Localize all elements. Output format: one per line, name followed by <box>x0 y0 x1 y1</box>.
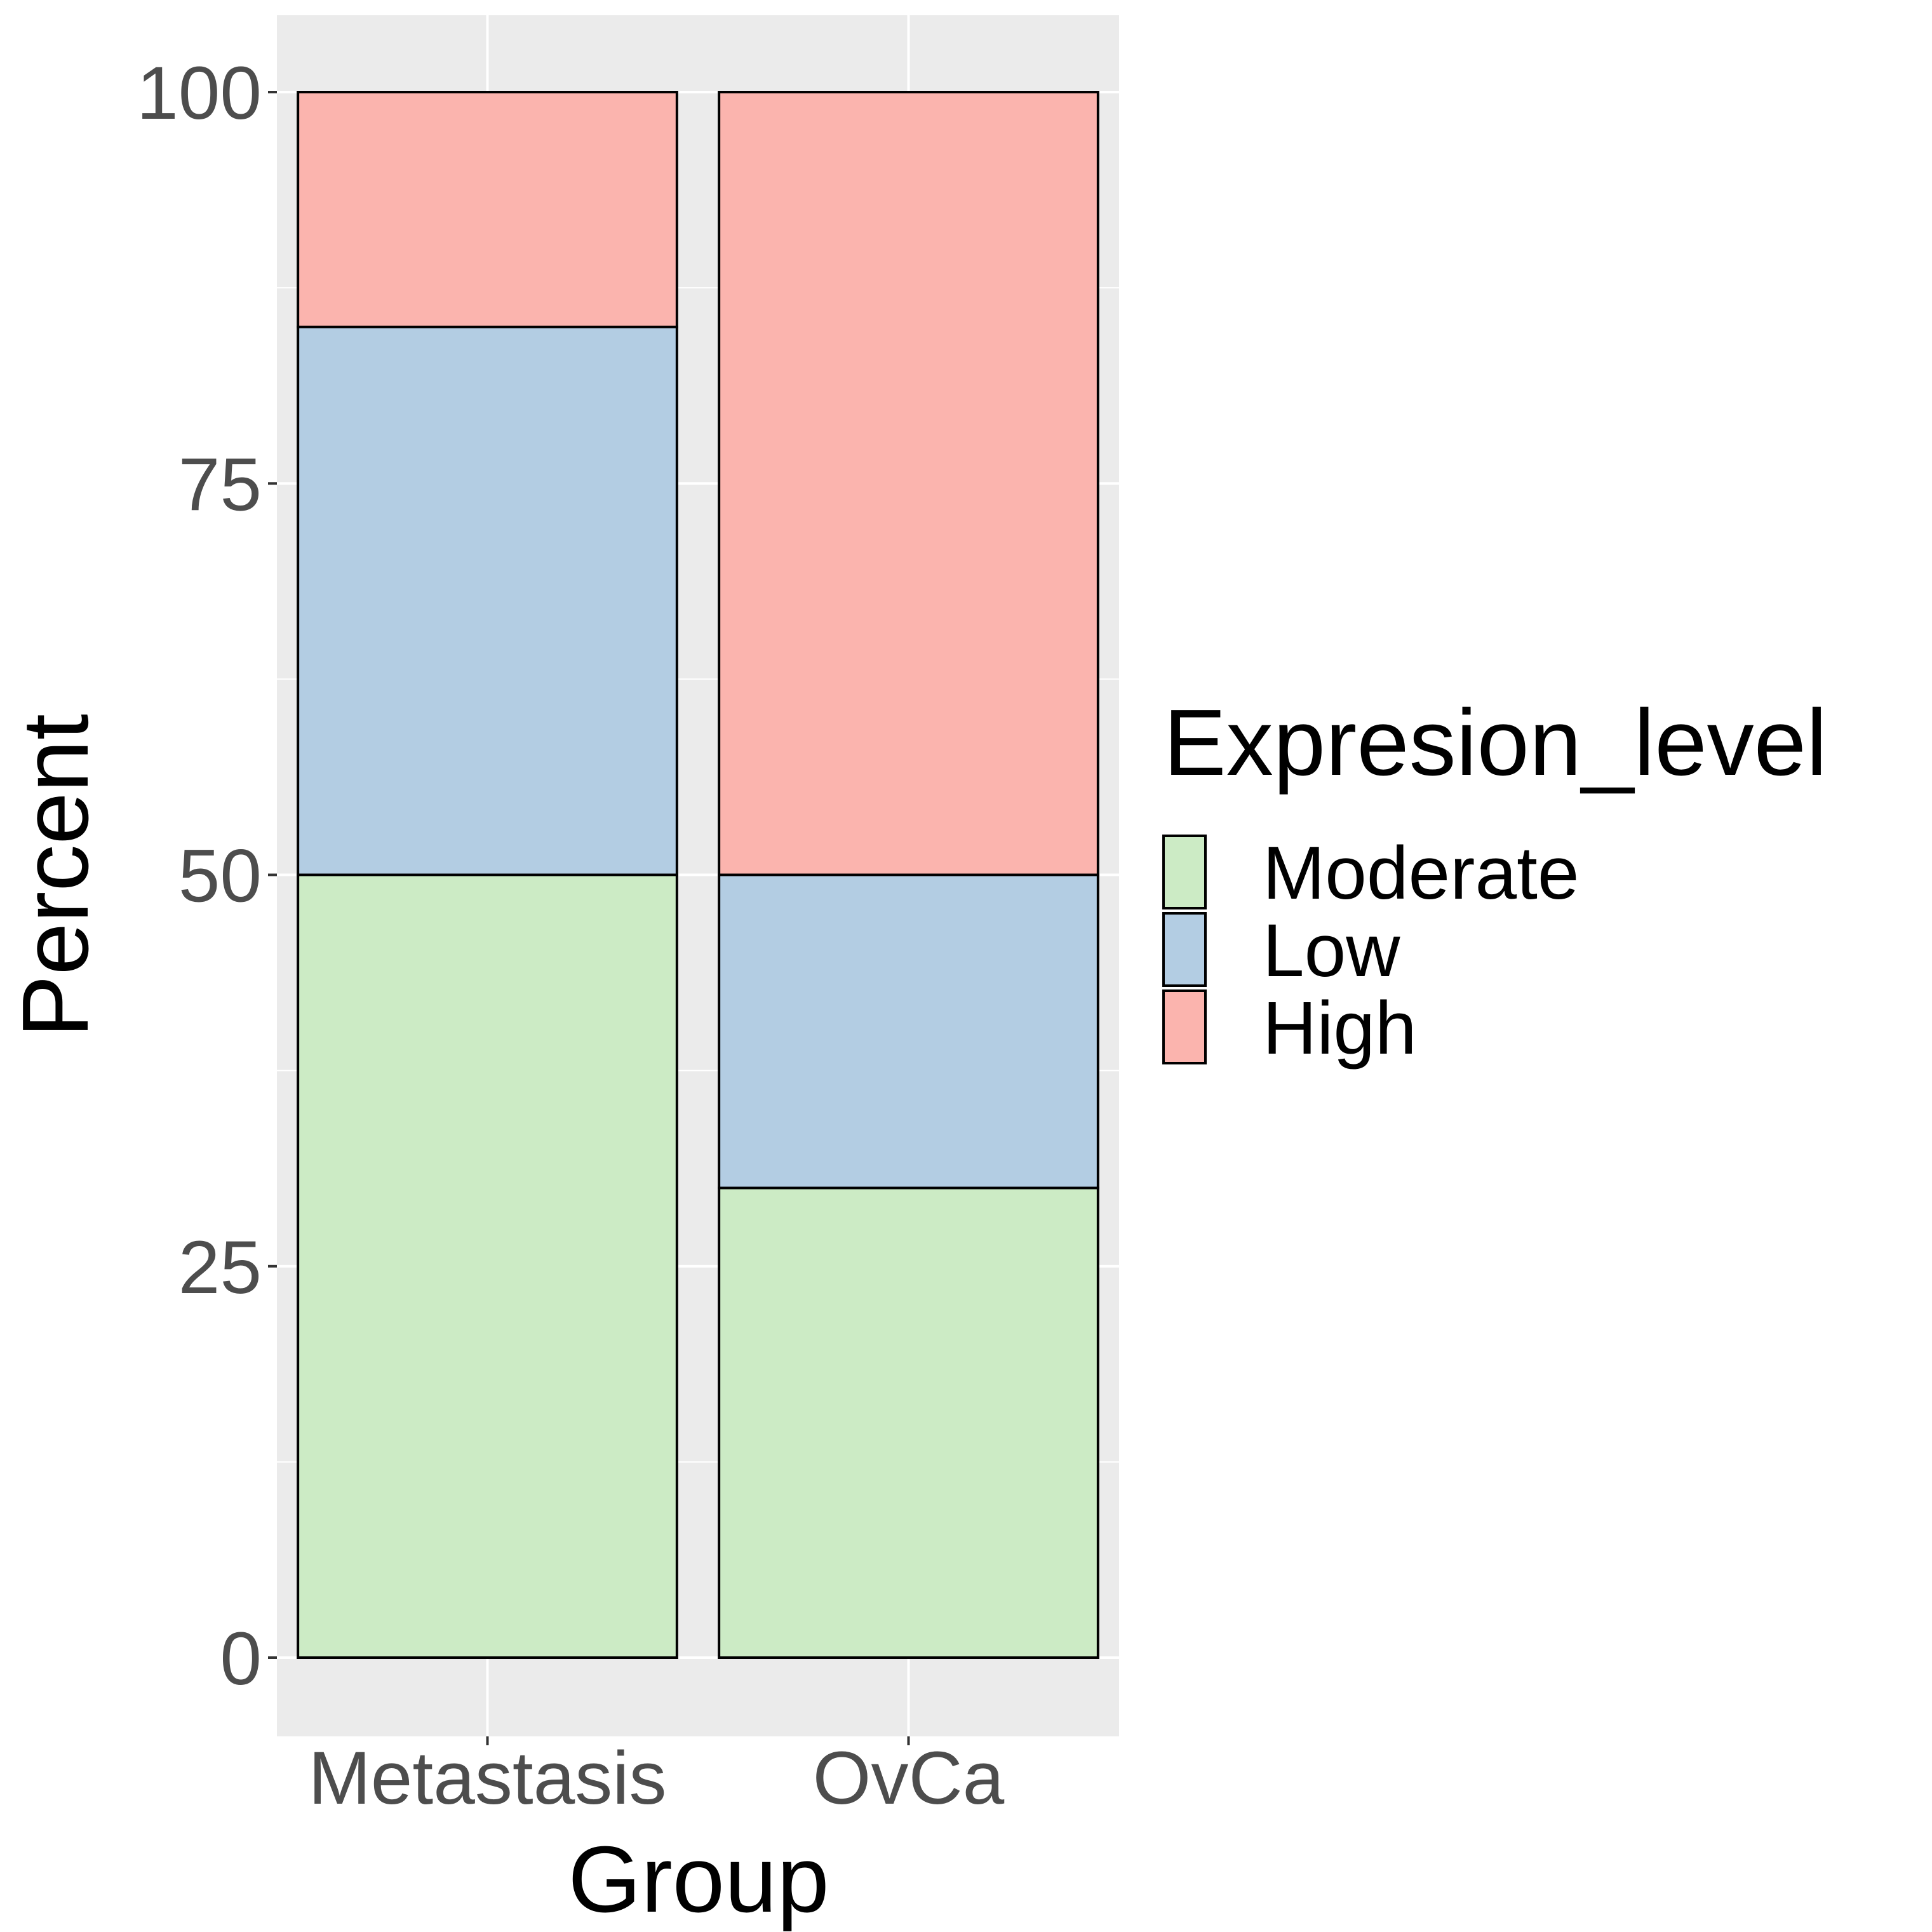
bar-segment-low-metastasis <box>297 325 678 876</box>
legend-key-moderate <box>1162 835 1207 909</box>
y-tick-label: 50 <box>178 835 262 918</box>
bar-segment-high-ovca <box>718 91 1099 876</box>
bar-segment-high-metastasis <box>297 91 678 328</box>
legend-title: Expresion_level <box>1164 690 1827 795</box>
legend-label-high: High <box>1263 986 1417 1070</box>
y-tick-label: 100 <box>137 51 262 135</box>
x-axis: Metastasis OvCa <box>309 1736 1005 1820</box>
x-tick-label: Metastasis <box>309 1736 667 1820</box>
bar-segment-moderate-metastasis <box>297 873 678 1659</box>
y-tick-label: 0 <box>220 1617 262 1701</box>
legend-label-low: Low <box>1263 909 1400 993</box>
y-axis: 0 25 50 75 100 <box>137 51 277 1701</box>
legend-label-moderate: Moderate <box>1263 831 1580 915</box>
x-axis-title: Group <box>568 1827 829 1932</box>
bar-segment-moderate-ovca <box>718 1186 1099 1659</box>
x-tick-label: OvCa <box>813 1736 1005 1820</box>
y-tick-label: 75 <box>178 443 262 527</box>
y-tick-label: 25 <box>178 1226 262 1310</box>
legend-key-high <box>1162 989 1207 1064</box>
y-axis-title: Percent <box>3 714 108 1038</box>
bar-segment-low-ovca <box>718 873 1099 1190</box>
legend-key-low <box>1162 912 1207 987</box>
bars <box>297 91 1099 1659</box>
